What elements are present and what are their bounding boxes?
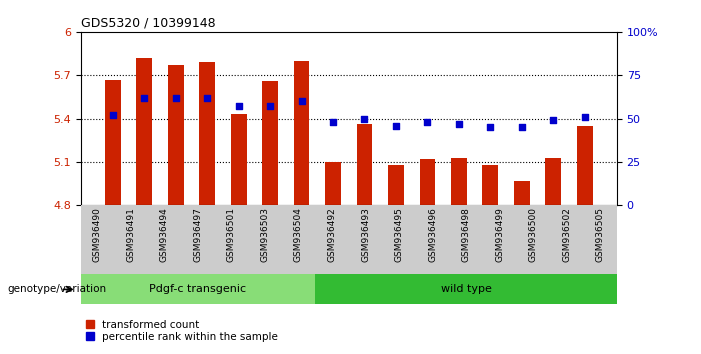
Text: GDS5320 / 10399148: GDS5320 / 10399148 bbox=[81, 16, 215, 29]
Bar bbox=[262, 81, 278, 205]
Legend: transformed count, percentile rank within the sample: transformed count, percentile rank withi… bbox=[86, 320, 278, 342]
Bar bbox=[577, 126, 592, 205]
Point bbox=[579, 114, 590, 120]
Point bbox=[454, 121, 465, 127]
Bar bbox=[419, 159, 435, 205]
Point bbox=[264, 104, 275, 109]
Bar bbox=[357, 124, 372, 205]
Point bbox=[484, 124, 496, 130]
Point bbox=[139, 95, 150, 101]
Bar bbox=[451, 158, 467, 205]
Bar bbox=[315, 274, 617, 304]
Text: GSM936496: GSM936496 bbox=[428, 207, 437, 262]
Bar bbox=[168, 65, 184, 205]
Point bbox=[422, 119, 433, 125]
Bar bbox=[325, 162, 341, 205]
Bar bbox=[482, 165, 498, 205]
Text: GSM936495: GSM936495 bbox=[395, 207, 404, 262]
Bar bbox=[137, 58, 152, 205]
Text: GSM936498: GSM936498 bbox=[461, 207, 470, 262]
Text: GSM936499: GSM936499 bbox=[495, 207, 504, 262]
Bar bbox=[231, 114, 247, 205]
Point bbox=[547, 118, 559, 123]
Point bbox=[516, 124, 527, 130]
Point bbox=[390, 123, 402, 129]
Bar bbox=[514, 181, 529, 205]
Bar bbox=[545, 158, 561, 205]
Text: GSM936505: GSM936505 bbox=[596, 207, 605, 262]
Bar bbox=[294, 61, 309, 205]
Bar bbox=[81, 274, 315, 304]
Text: Pdgf-c transgenic: Pdgf-c transgenic bbox=[149, 284, 247, 295]
Text: GSM936490: GSM936490 bbox=[93, 207, 102, 262]
Text: GSM936502: GSM936502 bbox=[562, 207, 571, 262]
Text: GSM936501: GSM936501 bbox=[227, 207, 236, 262]
Text: GSM936492: GSM936492 bbox=[327, 207, 336, 262]
Bar bbox=[105, 80, 121, 205]
Text: GSM936494: GSM936494 bbox=[160, 207, 169, 262]
Text: GSM936497: GSM936497 bbox=[193, 207, 203, 262]
Text: GSM936500: GSM936500 bbox=[529, 207, 538, 262]
Point bbox=[296, 98, 307, 104]
Bar bbox=[199, 62, 215, 205]
Text: GSM936503: GSM936503 bbox=[261, 207, 269, 262]
Text: GSM936493: GSM936493 bbox=[361, 207, 370, 262]
Point bbox=[327, 119, 339, 125]
Text: GSM936491: GSM936491 bbox=[126, 207, 135, 262]
Point bbox=[233, 104, 244, 109]
Point bbox=[202, 95, 213, 101]
Text: wild type: wild type bbox=[441, 284, 491, 295]
Point bbox=[107, 112, 118, 118]
Bar bbox=[388, 165, 404, 205]
Text: genotype/variation: genotype/variation bbox=[7, 284, 106, 295]
Text: GSM936504: GSM936504 bbox=[294, 207, 303, 262]
Point bbox=[359, 116, 370, 121]
Point bbox=[170, 95, 182, 101]
